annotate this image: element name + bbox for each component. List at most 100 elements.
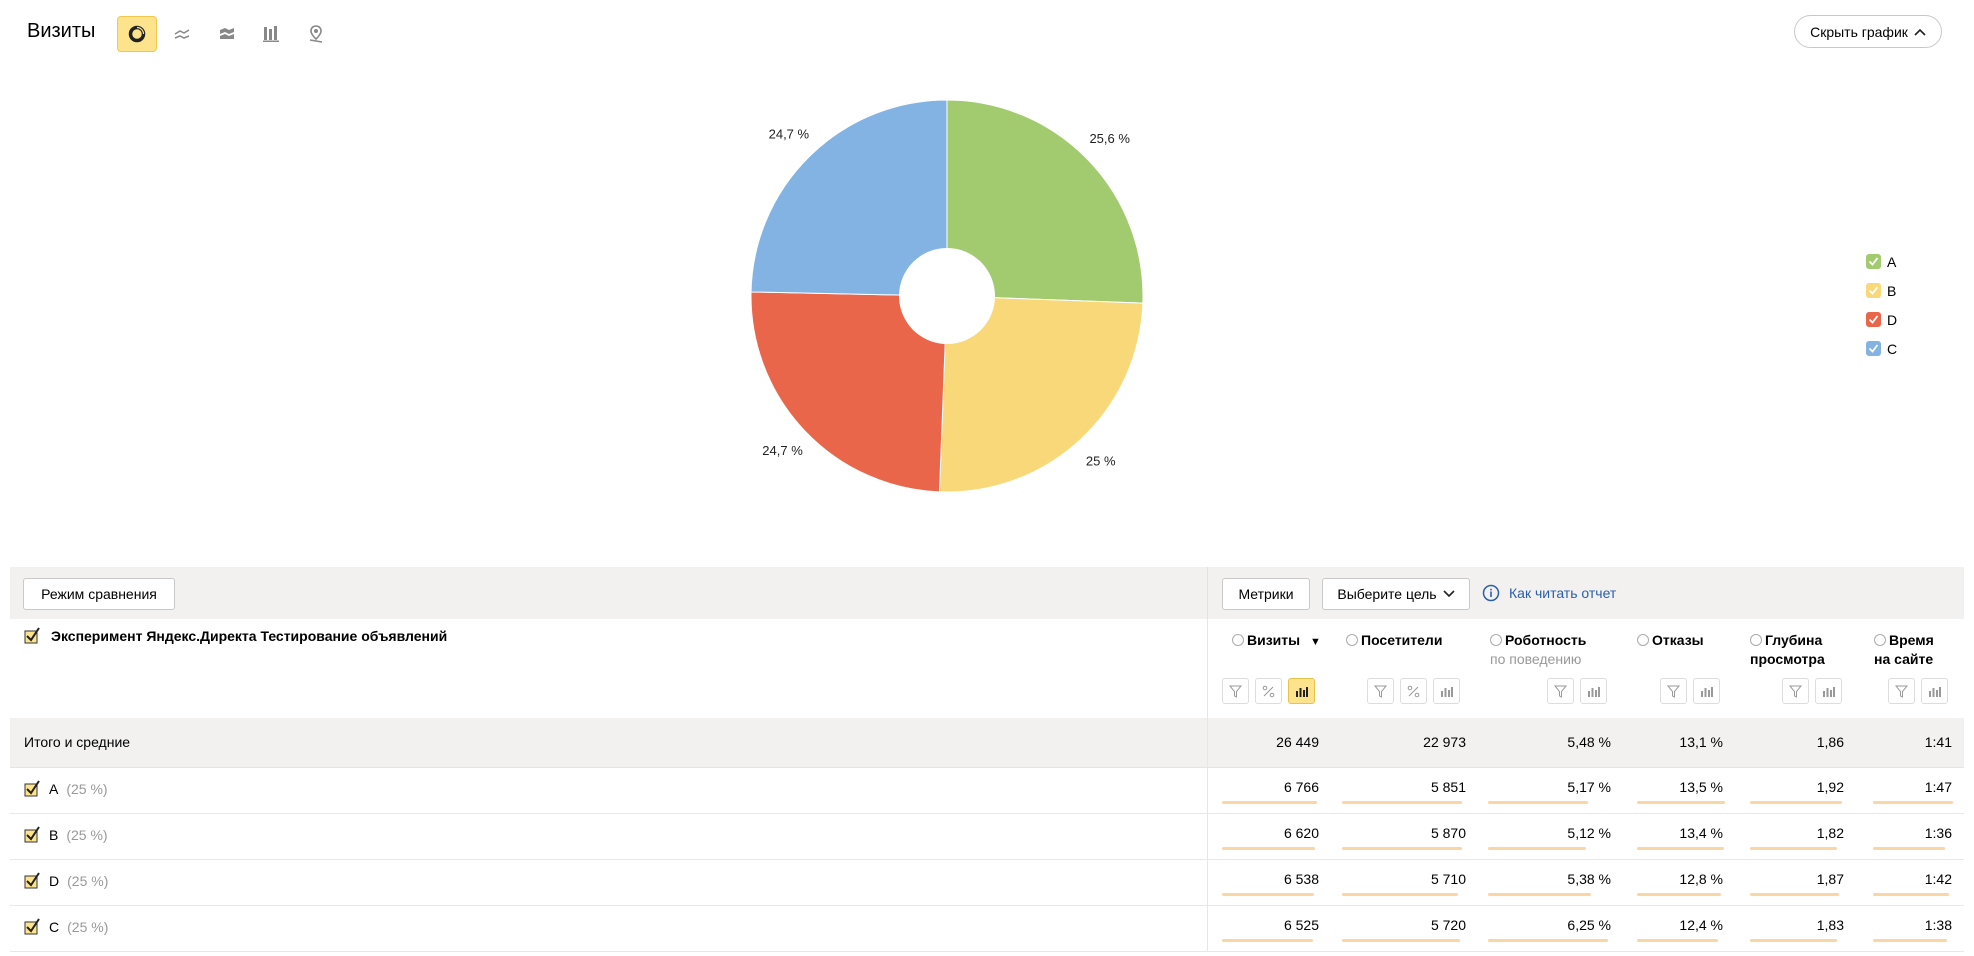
- chevron-up-icon: [1914, 28, 1926, 36]
- column-title: Визиты: [1247, 632, 1301, 648]
- row-checkbox[interactable]: [24, 826, 41, 843]
- compare-mode-button[interactable]: Режим сравнения: [23, 578, 175, 610]
- legend-item[interactable]: C: [1866, 334, 1897, 363]
- metrics-button[interactable]: Метрики: [1222, 578, 1310, 610]
- filter-button[interactable]: [1888, 678, 1915, 704]
- bounces-tools: [1660, 678, 1720, 704]
- cell-visitors: 5 710: [1430, 871, 1466, 887]
- slice-label: 24,7 %: [769, 127, 810, 142]
- cell-visitors: 5 870: [1430, 825, 1466, 841]
- goal-select-label: Выберите цель: [1337, 586, 1437, 602]
- cell-robots: 6,25 %: [1567, 917, 1611, 933]
- filter-button[interactable]: [1367, 678, 1394, 704]
- bar-chart-toggle[interactable]: [1288, 678, 1315, 704]
- line-chart-button[interactable]: [162, 16, 202, 52]
- map-pin-icon: [309, 25, 323, 43]
- info-icon: [1232, 634, 1244, 646]
- donut-hole: [899, 248, 995, 344]
- total-time: 1:41: [1924, 734, 1952, 750]
- info-icon: [1346, 634, 1358, 646]
- filter-button[interactable]: [1660, 678, 1687, 704]
- column-divider: [1207, 860, 1208, 905]
- cell-time: 1:36: [1924, 825, 1952, 841]
- legend-label: B: [1887, 282, 1897, 299]
- compare-mode-label: Режим сравнения: [41, 586, 157, 602]
- table-toolbar: Режим сравнения Метрики Выберите цель Ка…: [10, 567, 1964, 619]
- row-share: (25 %): [67, 872, 109, 889]
- filter-icon: [1788, 685, 1803, 698]
- filter-button[interactable]: [1782, 678, 1809, 704]
- checkbox-checked-icon: [1866, 283, 1881, 298]
- row-label: D (25 %): [24, 872, 108, 889]
- percent-button[interactable]: [1400, 678, 1427, 704]
- value-bar: [1750, 893, 1839, 896]
- filter-icon: [1553, 685, 1568, 698]
- hide-chart-label: Скрыть график: [1810, 23, 1908, 40]
- donut-chart-button[interactable]: [117, 16, 157, 52]
- group-checkbox[interactable]: [24, 627, 41, 644]
- column-header-visitors[interactable]: Посетители: [1346, 631, 1442, 650]
- percent-icon: [1407, 685, 1420, 697]
- cell-bounces: 13,5 %: [1679, 779, 1723, 795]
- bar-chart-toggle[interactable]: [1693, 678, 1720, 704]
- column-divider: [1207, 567, 1208, 619]
- row-checkbox[interactable]: [24, 780, 41, 797]
- bar-chart-toggle[interactable]: [1921, 678, 1948, 704]
- filter-button[interactable]: [1547, 678, 1574, 704]
- column-header-visits[interactable]: Визиты ▼: [1232, 631, 1321, 652]
- bar-chart-toggle[interactable]: [1815, 678, 1842, 704]
- pie-slice-c[interactable]: [750, 99, 948, 297]
- legend-item[interactable]: D: [1866, 305, 1897, 334]
- table-row: C (25 %) 6 525 5 720 6,25 % 12,4 % 1,83 1:38: [10, 906, 1964, 952]
- pie-slice-b[interactable]: [938, 295, 1144, 493]
- column-divider: [1207, 768, 1208, 813]
- filter-icon: [1373, 685, 1388, 698]
- visits-tools: [1222, 678, 1315, 704]
- info-icon: [1490, 634, 1502, 646]
- cell-time: 1:38: [1924, 917, 1952, 933]
- total-depth: 1,86: [1816, 734, 1844, 750]
- column-header-robots[interactable]: Роботность по поведению: [1490, 631, 1586, 669]
- map-chart-button[interactable]: [296, 16, 336, 52]
- cell-visitors: 5 720: [1430, 917, 1466, 933]
- column-divider: [1207, 906, 1208, 951]
- cell-depth: 1,82: [1816, 825, 1844, 841]
- visitors-tools: [1367, 678, 1460, 704]
- donut-chart-icon: [128, 25, 146, 43]
- total-visitors: 22 973: [1423, 734, 1466, 750]
- bar-chart-button[interactable]: [251, 16, 291, 52]
- filter-icon: [1666, 685, 1681, 698]
- depth-tools: [1782, 678, 1842, 704]
- filter-button[interactable]: [1222, 678, 1249, 704]
- help-link[interactable]: Как читать отчет: [1482, 577, 1616, 609]
- column-title-line2: просмотра: [1750, 651, 1825, 667]
- percent-button[interactable]: [1255, 678, 1282, 704]
- column-title: Время: [1889, 632, 1934, 648]
- column-header-time[interactable]: Время на сайте: [1874, 631, 1934, 669]
- row-label: B (25 %): [24, 826, 108, 843]
- row-checkbox[interactable]: [24, 918, 41, 935]
- row-checkbox[interactable]: [24, 872, 41, 889]
- info-icon: [1637, 634, 1649, 646]
- bar-chart-toggle[interactable]: [1433, 678, 1460, 704]
- checkbox-checked-icon: [24, 826, 40, 843]
- page-title: Визиты: [27, 20, 96, 42]
- column-subtitle: по поведению: [1490, 651, 1582, 667]
- cell-robots: 5,12 %: [1567, 825, 1611, 841]
- cell-bounces: 12,8 %: [1679, 871, 1723, 887]
- value-bar: [1342, 847, 1462, 850]
- column-header-bounces[interactable]: Отказы: [1637, 631, 1704, 650]
- pie-slice-d[interactable]: [750, 291, 948, 493]
- slice-label: 25 %: [1086, 454, 1116, 469]
- checkbox-checked-icon: [24, 627, 40, 644]
- legend-item[interactable]: A: [1866, 247, 1897, 276]
- hide-chart-button[interactable]: Скрыть график: [1794, 15, 1942, 48]
- area-chart-button[interactable]: [207, 16, 247, 52]
- column-header-depth[interactable]: Глубина просмотра: [1750, 631, 1825, 669]
- pie-slice-a[interactable]: [946, 99, 1144, 304]
- legend-item[interactable]: B: [1866, 276, 1897, 305]
- bar-chart-toggle[interactable]: [1580, 678, 1607, 704]
- legend-label: C: [1887, 340, 1898, 357]
- filter-icon: [1894, 685, 1909, 698]
- goal-select[interactable]: Выберите цель: [1322, 578, 1470, 610]
